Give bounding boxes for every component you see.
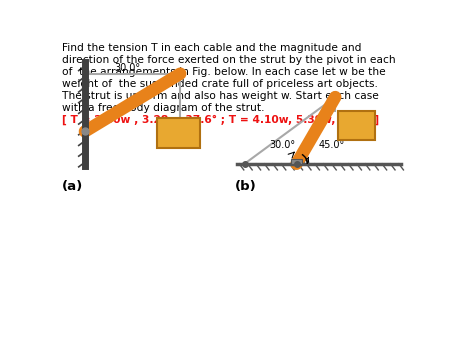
Text: The strut is uniform and also has weight w. Start each case: The strut is uniform and also has weight… bbox=[62, 91, 378, 101]
Text: with a free-body diagram of the strut.: with a free-body diagram of the strut. bbox=[62, 102, 264, 113]
Text: (b): (b) bbox=[234, 180, 256, 193]
Text: 45.0°: 45.0° bbox=[318, 140, 344, 150]
Text: 30.0°: 30.0° bbox=[270, 140, 296, 150]
Text: 30.0°: 30.0° bbox=[114, 63, 140, 73]
Text: weight of  the suspended crate full of priceless art objects.: weight of the suspended crate full of pr… bbox=[62, 79, 378, 89]
Text: direction of the force exerted on the strut by the pivot in each: direction of the force exerted on the st… bbox=[62, 55, 395, 65]
Text: of  the arrangements in Fig. below. In each case let w be the: of the arrangements in Fig. below. In ea… bbox=[62, 67, 385, 77]
Text: [ T = 2.60w , 3.28w, 37.6° ; T = 4.10w, 5.39w, 48.8° ]: [ T = 2.60w , 3.28w, 37.6° ; T = 4.10w, … bbox=[62, 115, 379, 125]
Bar bbox=[157, 118, 200, 148]
Bar bbox=[291, 159, 302, 164]
Text: (a): (a) bbox=[62, 180, 83, 193]
Bar bbox=[338, 111, 375, 140]
Text: Find the tension T in each cable and the magnitude and: Find the tension T in each cable and the… bbox=[62, 43, 361, 53]
